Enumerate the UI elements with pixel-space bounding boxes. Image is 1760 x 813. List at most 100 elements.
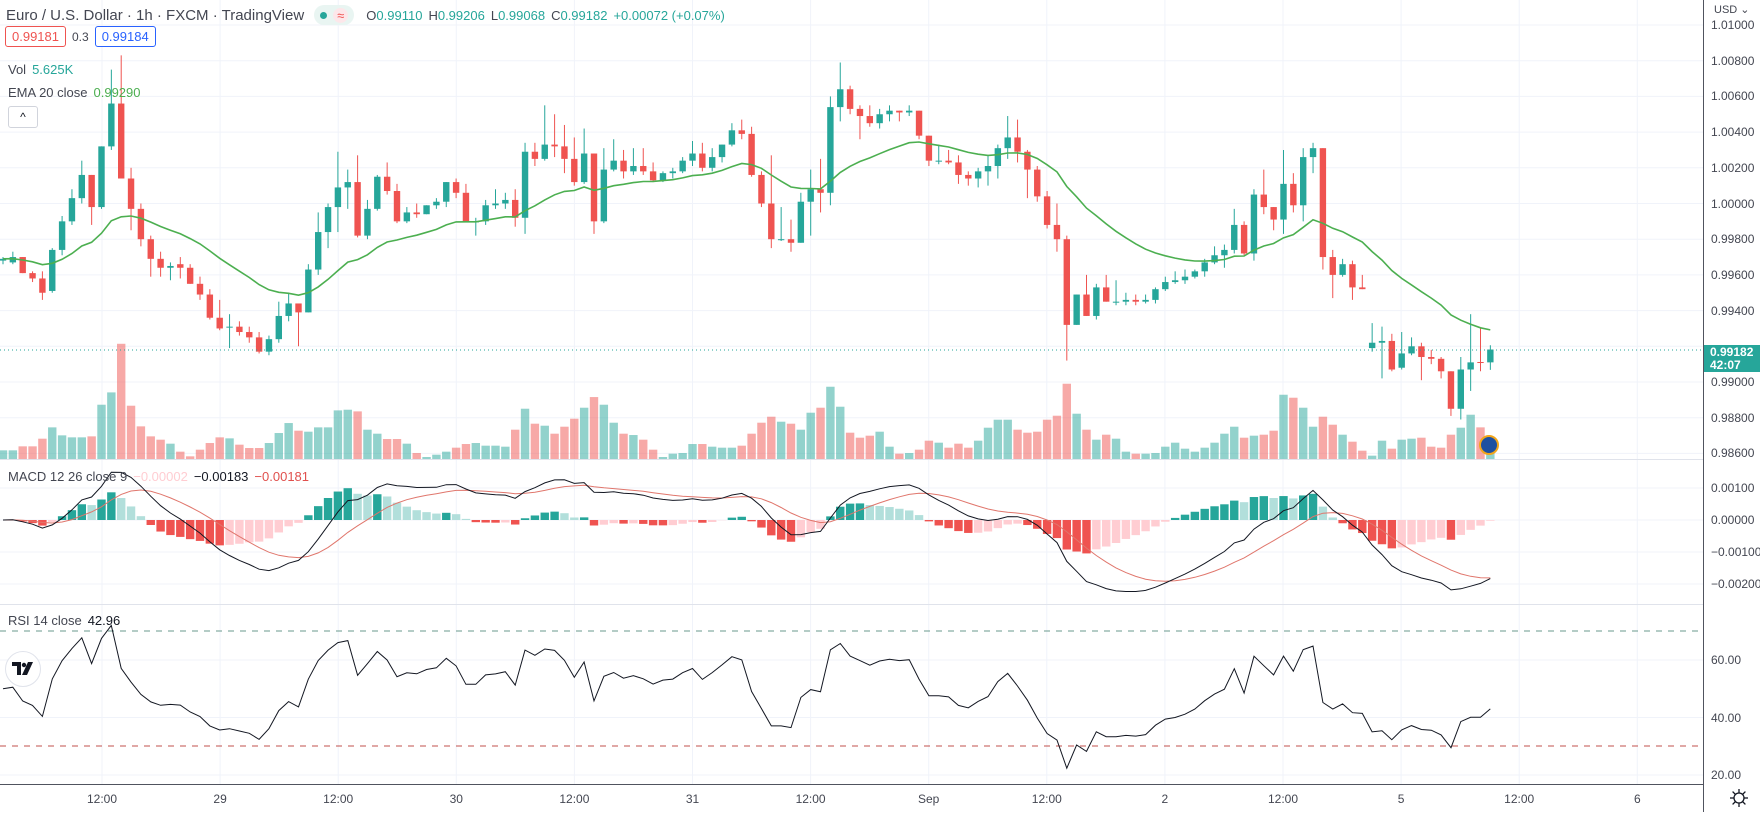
volume-bar bbox=[1250, 436, 1258, 459]
candle-body bbox=[492, 204, 498, 206]
candle bbox=[88, 175, 94, 225]
macd-histogram-bar bbox=[1279, 496, 1287, 520]
volume-bar bbox=[935, 443, 943, 459]
candle bbox=[867, 105, 873, 126]
macd-legend[interactable]: MACD 12 26 close 9 −0.00002 −0.00183 −0.… bbox=[8, 469, 309, 484]
ema-legend[interactable]: EMA 20 close 0.99290 bbox=[8, 85, 141, 100]
macd-histogram-bar bbox=[1230, 501, 1238, 520]
settings-gear-icon[interactable] bbox=[1729, 788, 1749, 808]
volume-bar bbox=[97, 405, 105, 459]
candle-body bbox=[354, 182, 360, 236]
currency-selector[interactable]: USD ⌄ bbox=[1714, 3, 1750, 16]
time-tick-label: 12:00 bbox=[87, 792, 117, 806]
volume-bar bbox=[1240, 438, 1248, 459]
macd-histogram-bar bbox=[1358, 520, 1366, 533]
candle-body bbox=[148, 239, 154, 259]
symbol-title[interactable]: Euro / U.S. Dollar · 1h · FXCM · Trading… bbox=[6, 7, 304, 24]
bar-countdown: 42:07 bbox=[1710, 359, 1760, 372]
candle-body bbox=[1133, 300, 1139, 302]
pane-separator[interactable] bbox=[0, 459, 1703, 460]
candle-body bbox=[729, 130, 735, 144]
candle bbox=[581, 129, 587, 184]
volume-bar bbox=[9, 450, 17, 459]
candle bbox=[1123, 293, 1129, 305]
eu-flag-icon[interactable] bbox=[1479, 435, 1499, 455]
candle-body bbox=[128, 179, 134, 209]
collapse-legend-button[interactable]: ^ bbox=[8, 106, 38, 128]
macd-histogram-bar bbox=[353, 494, 361, 520]
candle-body bbox=[1231, 225, 1237, 250]
volume-bar bbox=[255, 448, 263, 459]
candle-body bbox=[1162, 282, 1168, 289]
candle-body bbox=[867, 116, 873, 123]
candle-body bbox=[808, 189, 814, 201]
macd-histogram-bar bbox=[294, 520, 302, 523]
candle-body bbox=[620, 161, 626, 172]
rsi-legend[interactable]: RSI 14 close 42.96 bbox=[8, 613, 120, 628]
volume-bar bbox=[383, 439, 391, 459]
macd-histogram-bar bbox=[600, 520, 608, 525]
candle-body bbox=[975, 171, 981, 178]
volume-bar bbox=[974, 441, 982, 459]
volume-legend[interactable]: Vol 5.625K bbox=[8, 62, 73, 77]
candle-body bbox=[601, 170, 607, 222]
macd-histogram-bar bbox=[984, 520, 992, 531]
volume-bar bbox=[1122, 452, 1130, 459]
candle-body bbox=[1379, 341, 1385, 343]
macd-histogram-bar bbox=[1191, 512, 1199, 520]
macd-histogram-bar bbox=[570, 518, 578, 521]
candle bbox=[591, 154, 597, 234]
volume-bar bbox=[1457, 428, 1465, 459]
candle bbox=[1389, 334, 1395, 371]
tradingview-logo[interactable] bbox=[5, 651, 41, 687]
volume-bar bbox=[481, 446, 489, 459]
macd-histogram-bar bbox=[905, 510, 913, 520]
candle-body bbox=[423, 205, 429, 214]
volume-bar bbox=[393, 439, 401, 459]
volume-bar bbox=[196, 450, 204, 459]
volume-legend-value: 5.625K bbox=[32, 62, 73, 77]
macd-histogram-bar bbox=[48, 520, 56, 522]
macd-histogram-bar bbox=[1476, 520, 1484, 526]
open-label: O bbox=[366, 8, 376, 23]
volume-bar bbox=[28, 446, 36, 459]
low-value: 0.99068 bbox=[498, 8, 545, 23]
candle-body bbox=[778, 239, 784, 240]
candle bbox=[236, 321, 242, 335]
macd-histogram-bar bbox=[481, 520, 489, 523]
candle bbox=[315, 212, 321, 274]
volume-bar bbox=[954, 444, 962, 459]
volume-bar bbox=[1210, 443, 1218, 459]
buy-button[interactable]: 0.99184 bbox=[95, 26, 156, 47]
macd-tick-label: 0.00000 bbox=[1711, 513, 1754, 527]
candle bbox=[98, 146, 104, 208]
pane-separator[interactable] bbox=[0, 604, 1703, 605]
candle bbox=[463, 184, 469, 221]
volume-bar bbox=[363, 430, 371, 459]
bid-ask-row: 0.99181 0.3 0.99184 bbox=[5, 26, 156, 47]
candle-body bbox=[522, 152, 528, 218]
chart-plot-area[interactable] bbox=[0, 0, 1703, 784]
candle bbox=[1270, 207, 1276, 230]
macd-histogram-bar bbox=[994, 520, 1002, 528]
chevron-up-icon: ^ bbox=[20, 110, 26, 124]
candle-body bbox=[1083, 295, 1089, 316]
volume-bar bbox=[1338, 435, 1346, 459]
candle bbox=[788, 220, 794, 252]
candle-body bbox=[955, 162, 961, 174]
volume-bar bbox=[1161, 447, 1169, 459]
volume-bar bbox=[826, 387, 834, 459]
market-status-pill[interactable]: ≈ bbox=[314, 5, 354, 25]
macd-histogram-bar bbox=[521, 518, 529, 520]
sell-button[interactable]: 0.99181 bbox=[5, 26, 66, 47]
volume-bar bbox=[590, 397, 598, 459]
time-tick-label: Sep bbox=[918, 792, 939, 806]
candle-body bbox=[1467, 362, 1473, 369]
market-open-dot-icon bbox=[320, 12, 327, 19]
macd-histogram-bar bbox=[1072, 520, 1080, 552]
candle bbox=[1241, 221, 1247, 255]
macd-histogram-bar bbox=[127, 506, 135, 520]
volume-bar bbox=[1191, 452, 1199, 459]
